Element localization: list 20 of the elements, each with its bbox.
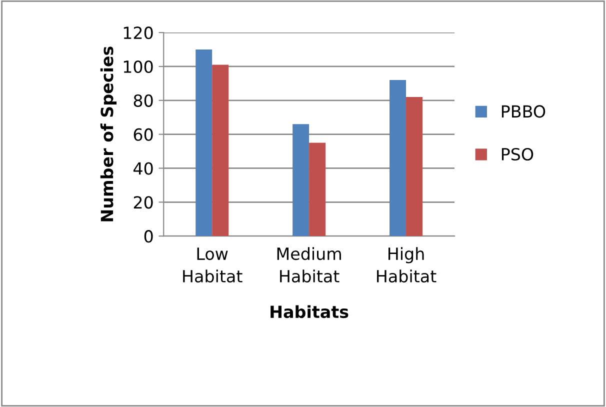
legend-label: PBBO [502, 105, 546, 118]
x-tick-label: Low Habitat [183, 248, 242, 283]
bar [292, 124, 310, 236]
bar [390, 80, 406, 236]
y-tick-label: 100 [124, 60, 153, 74]
y-tick-label: 40 [134, 162, 153, 175]
x-tick-label: High Habitat [377, 247, 436, 283]
x-tick-label: Medium Habitat [277, 247, 341, 283]
bar [309, 142, 326, 236]
legend-label: PSO [502, 148, 534, 161]
y-tick-label: 20 [134, 196, 153, 209]
bar [196, 50, 212, 236]
y-tick-label: 60 [134, 128, 153, 141]
y-tick-label: 0 [144, 230, 153, 243]
x-axis-title: Habitats [270, 305, 348, 318]
y-axis-title: Number of Species [100, 46, 117, 222]
bar [406, 97, 423, 236]
y-tick-label: 80 [134, 94, 153, 107]
bar [212, 64, 229, 236]
y-tick-label: 120 [124, 26, 153, 40]
